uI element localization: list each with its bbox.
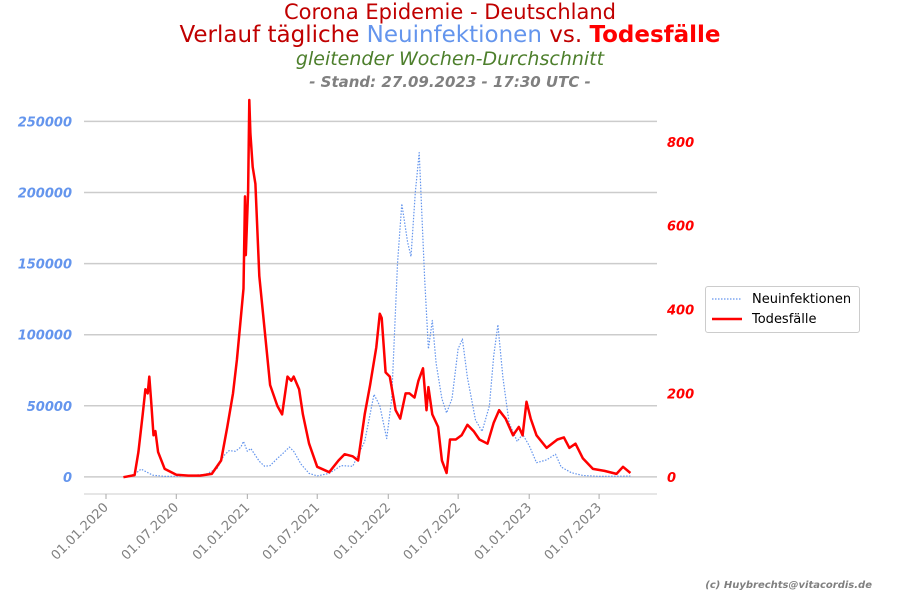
chart-legend: Neuinfektionen Todesfälle [705, 286, 860, 333]
legend-label-deaths: Todesfälle [752, 311, 817, 327]
subtitle-deaths: Todesfälle [589, 22, 721, 48]
subtitle-infections: Neuinfektionen [366, 22, 542, 48]
x-tick-label: 01.07.2022 [401, 500, 464, 563]
chart-subtitle: Verlauf tägliche Neuinfektionen vs. Tode… [0, 22, 900, 48]
y-right-tick-label: 600 [667, 220, 694, 235]
y-left-tick-label: 0 [63, 471, 72, 486]
x-tick-label: 01.07.2021 [260, 500, 323, 563]
legend-swatch-infections [712, 298, 742, 300]
legend-item-deaths: Todesfälle [712, 310, 816, 328]
x-tick-label: 01.01.2021 [190, 500, 253, 563]
credit-note: (c) Huybrechts@vitacordis.de [705, 580, 872, 591]
x-tick-label: 01.07.2023 [542, 500, 605, 563]
subtitle-prefix: Verlauf tägliche [179, 22, 367, 48]
y-right-tick-label: 200 [667, 387, 694, 402]
y-left-tick-label: 150000 [18, 258, 72, 273]
y-left-tick-label: 250000 [18, 115, 72, 130]
x-tick-label: 01.01.2023 [472, 500, 535, 563]
legend-swatch-deaths [712, 317, 742, 321]
y-right-tick-label: 800 [667, 136, 694, 151]
chart-date-stamp: - Stand: 27.09.2023 - 17:30 UTC - [309, 73, 591, 91]
series-line-deaths [123, 98, 632, 479]
y-right-tick-label: 400 [666, 304, 694, 319]
y-left-tick-label: 100000 [18, 329, 72, 344]
legend-item-infections: Neuinfektionen [712, 290, 851, 308]
chart-title: Corona Epidemie - Deutschland [284, 0, 616, 24]
subtitle-vs: vs. [541, 22, 590, 48]
series-line-infections [128, 152, 631, 478]
x-tick-label: 01.01.2022 [331, 500, 394, 563]
legend-label-infections: Neuinfektionen [752, 291, 852, 307]
y-left-tick-label: 50000 [27, 400, 72, 415]
x-tick-label: 01.01.2020 [49, 500, 112, 563]
y-right-tick-label: 0 [667, 471, 676, 486]
chart-method-note: gleitender Wochen-Durchschnitt [295, 48, 605, 70]
y-left-tick-label: 200000 [18, 186, 72, 201]
x-tick-label: 01.07.2020 [119, 500, 182, 563]
